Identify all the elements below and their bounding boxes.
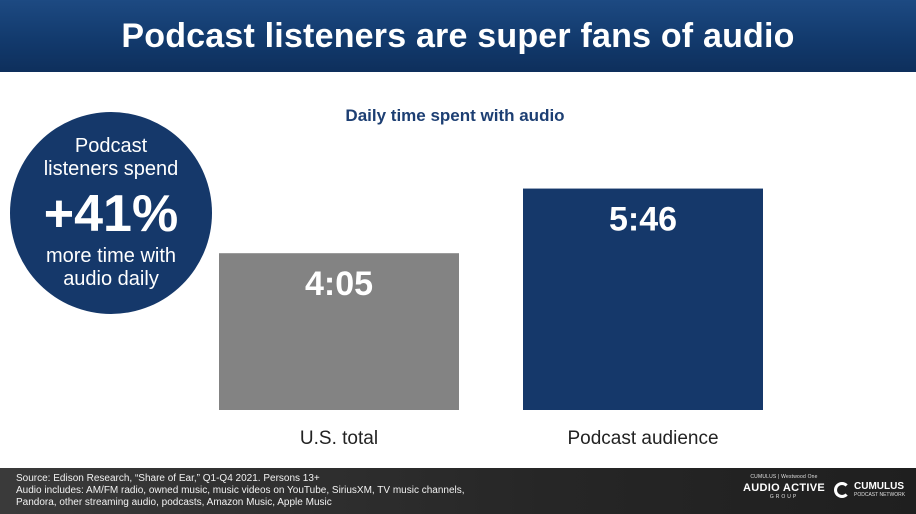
cumulus-ring-icon: [834, 482, 850, 498]
category-label-2: Podcast audience: [567, 428, 718, 449]
category-label-1: U.S. total: [300, 428, 378, 449]
bar-value-label-2: 5:46: [609, 201, 677, 239]
bar-1: [219, 253, 459, 410]
header-banner: Podcast listeners are super fans of audi…: [0, 0, 916, 72]
badge-stat: +41%: [43, 185, 179, 243]
source-line-2: Audio includes: AM/FM radio, owned music…: [16, 485, 465, 496]
logo-network-sub: PODCAST NETWORK: [854, 492, 906, 498]
badge-text-line-2: listeners spend: [43, 158, 179, 180]
source-note: Source: Edison Research, “Share of Ear,”…: [16, 473, 576, 509]
page-title: Podcast listeners are super fans of audi…: [121, 16, 795, 55]
audio-active-group-logo: CUMULUS | Westwood One AUDIO ACTIVE GROU…: [738, 474, 830, 500]
source-line-3: Pandora, other streaming audio, podcasts…: [16, 497, 332, 508]
footer-bar: Source: Edison Research, “Share of Ear,”…: [0, 468, 916, 514]
bar-2: [523, 188, 763, 410]
cumulus-podcast-logo: CUMULUS PODCAST NETWORK: [834, 482, 905, 498]
logo-network-name: CUMULUS: [854, 481, 904, 492]
logo-group-name: AUDIO ACTIVE: [742, 482, 826, 494]
badge-text-line-4: audio daily: [63, 268, 159, 290]
bar-value-label-1: 4:05: [305, 265, 373, 303]
logo-partners-text: CUMULUS | Westwood One: [750, 474, 818, 480]
source-line-1: Source: Edison Research, “Share of Ear,”…: [16, 473, 320, 484]
badge-text-line-3: more time with: [45, 245, 177, 267]
badge-text-line-1: Podcast: [74, 135, 148, 157]
logo-group-sub: GROUP: [769, 494, 799, 500]
stat-badge: Podcast listeners spend +41% more time w…: [10, 112, 212, 314]
chart-title: Daily time spent with audio: [345, 106, 565, 125]
